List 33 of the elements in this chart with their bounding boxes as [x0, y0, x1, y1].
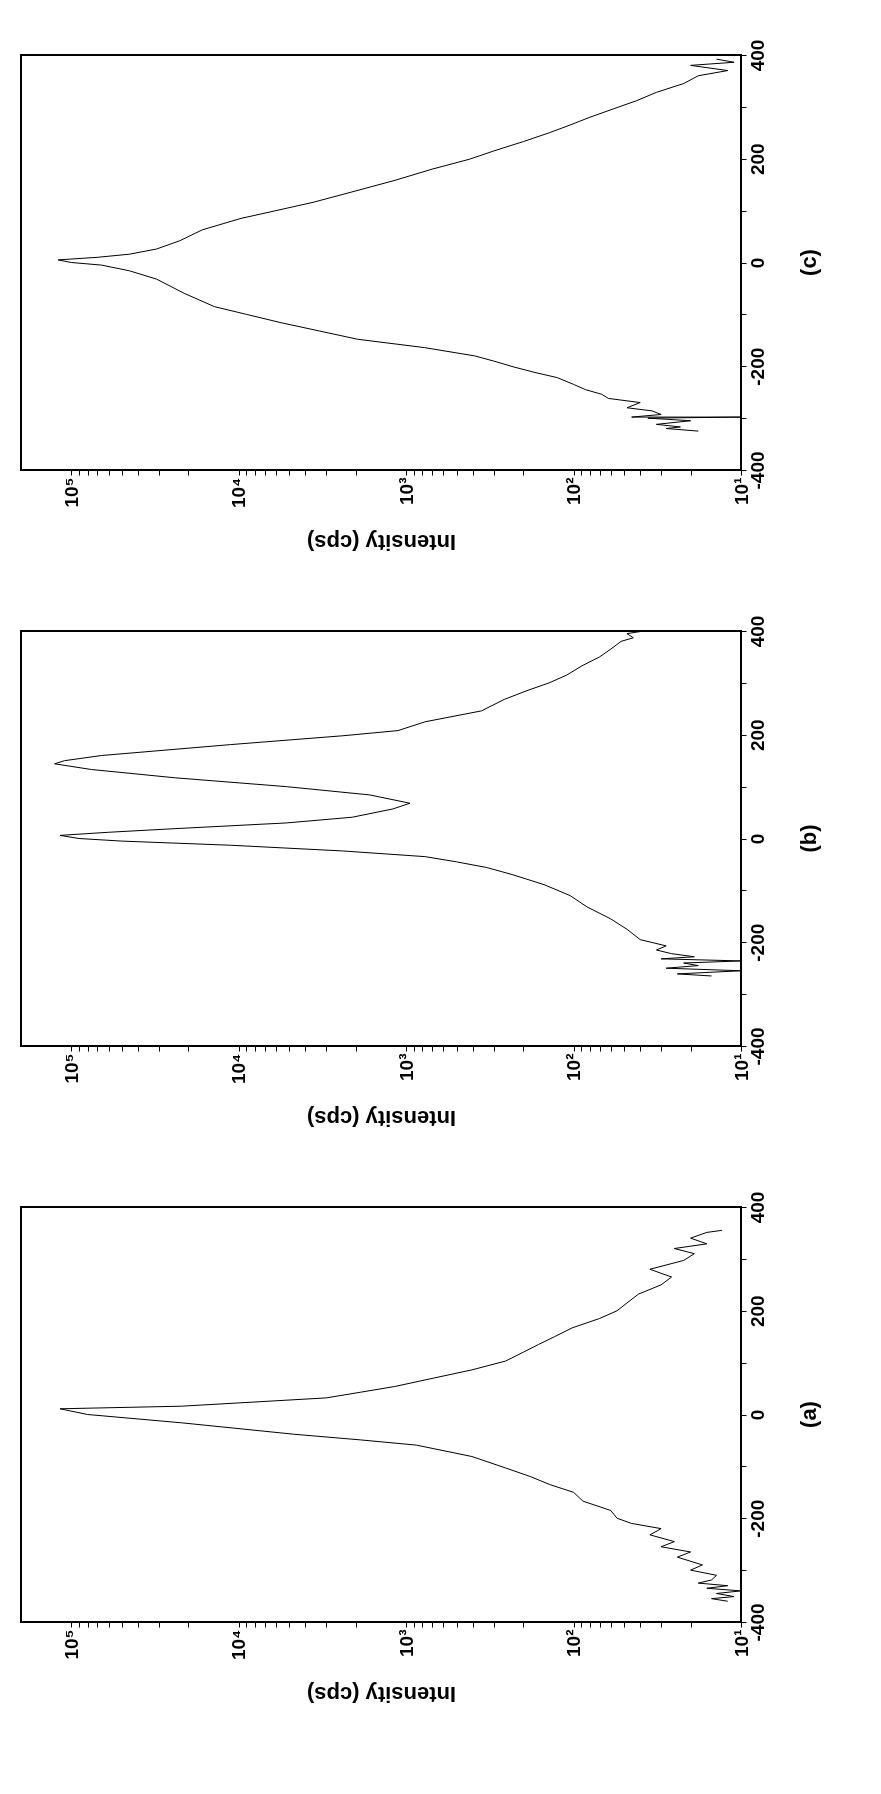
text: (a)	[796, 1401, 821, 1428]
y-tick-label: 0	[746, 257, 768, 269]
x-tick-label: 10¹	[730, 1629, 752, 1657]
x-tick-label: 10⁵	[60, 1053, 82, 1084]
y-tick-label: 400	[746, 615, 768, 648]
x-tick-label: 10¹	[730, 477, 752, 505]
x-tick-label: 10⁵	[60, 477, 82, 508]
x-tick-label: 10⁵	[60, 1629, 82, 1660]
x-tick-label: 10⁴	[228, 1629, 250, 1661]
text: (c)	[796, 249, 821, 276]
x-axis-title: Intensity (cps)	[306, 1682, 457, 1708]
y-tick-label: 0	[746, 1409, 768, 1421]
y-tick-label: -200	[746, 347, 768, 386]
y-tick-label: 0	[746, 833, 768, 845]
x-tick-label: 10⁴	[228, 1053, 250, 1085]
x-tick-label: 10¹	[730, 1053, 752, 1081]
x-tick-label: 10²	[563, 1629, 585, 1657]
y-tick-label: 400	[746, 39, 768, 72]
x-tick-label: 10²	[563, 1053, 585, 1081]
y-tick-label: -200	[746, 1499, 768, 1538]
text: (b)	[796, 824, 821, 853]
x-tick-label: 10³	[395, 1053, 417, 1081]
x-axis-title: Intensity (cps)	[306, 530, 457, 556]
x-tick-label: 10³	[395, 1629, 417, 1657]
y-tick-label: 400	[746, 1191, 768, 1224]
y-tick-label: 200	[746, 719, 768, 752]
y-tick-label: 200	[746, 143, 768, 176]
x-tick-label: 10⁴	[228, 477, 250, 509]
x-tick-label: 10³	[395, 477, 417, 505]
x-axis-title: Intensity (cps)	[306, 1106, 457, 1132]
x-tick-label: 10²	[563, 477, 585, 505]
y-tick-label: -200	[746, 923, 768, 962]
y-tick-label: 200	[746, 1295, 768, 1328]
